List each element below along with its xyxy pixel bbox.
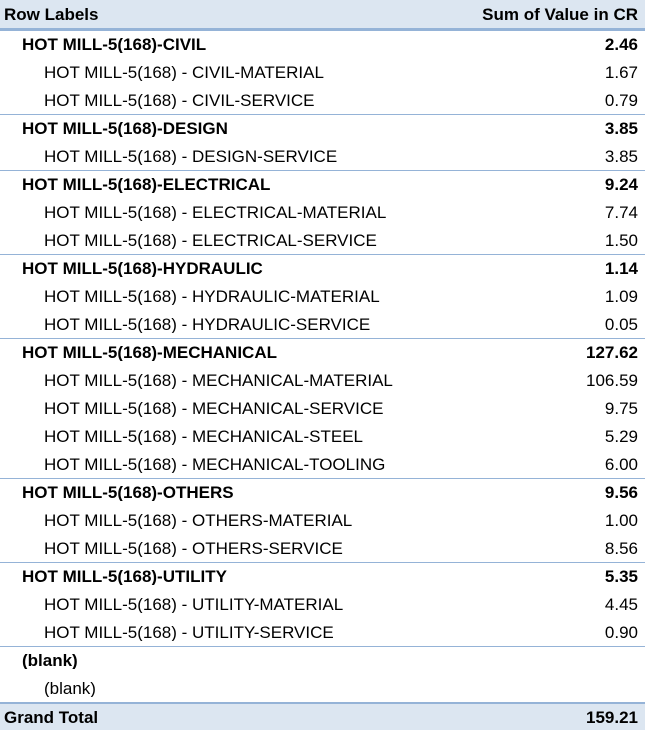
group-label: HOT MILL-5(168)-CIVIL xyxy=(22,36,207,53)
item-value: 0.90 xyxy=(604,622,638,642)
item-label: HOT MILL-5(168) - MECHANICAL-SERVICE xyxy=(44,399,384,417)
item-label: HOT MILL-5(168) - OTHERS-SERVICE xyxy=(44,539,343,557)
item-value: 4.45 xyxy=(604,594,638,614)
item-label: HOT MILL-5(168) - ELECTRICAL-MATERIAL xyxy=(44,203,387,221)
item-label: HOT MILL-5(168) - MECHANICAL-MATERIAL xyxy=(44,371,393,389)
item-label: HOT MILL-5(168) - CIVIL-SERVICE xyxy=(44,91,315,109)
item-row[interactable]: (blank) xyxy=(0,674,645,702)
item-label: HOT MILL-5(168) - HYDRAULIC-SERVICE xyxy=(44,315,371,333)
item-row[interactable]: HOT MILL-5(168) - UTILITY-MATERIAL 4.45 xyxy=(0,590,645,618)
group-value: 3.85 xyxy=(604,119,638,138)
item-value: 3.85 xyxy=(604,146,638,166)
item-value: 7.74 xyxy=(604,202,638,222)
item-label: (blank) xyxy=(44,679,96,697)
group-label: HOT MILL-5(168)-MECHANICAL xyxy=(22,344,277,361)
item-value: 5.29 xyxy=(604,426,638,446)
group-row[interactable]: HOT MILL-5(168)-ELECTRICAL 9.24 xyxy=(0,170,645,198)
item-label: HOT MILL-5(168) - MECHANICAL-STEEL xyxy=(44,427,363,445)
group-row[interactable]: HOT MILL-5(168)-CIVIL 2.46 xyxy=(0,30,645,58)
item-label: HOT MILL-5(168) - OTHERS-MATERIAL xyxy=(44,511,353,529)
grand-total-label: Grand Total xyxy=(4,708,99,726)
item-value: 0.05 xyxy=(604,314,638,334)
item-label: HOT MILL-5(168) - HYDRAULIC-MATERIAL xyxy=(44,287,380,305)
group-value: 1.14 xyxy=(604,259,638,278)
item-label: HOT MILL-5(168) - ELECTRICAL-SERVICE xyxy=(44,231,377,249)
item-value: 1.50 xyxy=(604,230,638,250)
item-row[interactable]: HOT MILL-5(168) - MECHANICAL-SERVICE 9.75 xyxy=(0,394,645,422)
item-row[interactable]: HOT MILL-5(168) - ELECTRICAL-SERVICE 1.50 xyxy=(0,226,645,254)
group-value: 2.46 xyxy=(604,35,638,54)
item-row[interactable]: HOT MILL-5(168) - HYDRAULIC-MATERIAL 1.09 xyxy=(0,282,645,310)
item-label: HOT MILL-5(168) - UTILITY-MATERIAL xyxy=(44,595,344,613)
pivot-body: HOT MILL-5(168)-CIVIL 2.46 HOT MILL-5(168)… xyxy=(0,30,645,702)
item-value: 6.00 xyxy=(604,454,638,474)
item-label: HOT MILL-5(168) - UTILITY-SERVICE xyxy=(44,623,334,641)
item-value: 8.56 xyxy=(604,538,638,558)
group-value: 9.56 xyxy=(604,483,638,502)
item-value: 1.00 xyxy=(604,510,638,530)
item-value: 9.75 xyxy=(604,398,638,418)
item-value: 1.67 xyxy=(604,62,638,82)
item-row[interactable]: HOT MILL-5(168) - OTHERS-MATERIAL 1.00 xyxy=(0,506,645,534)
group-value: 127.62 xyxy=(586,343,638,362)
item-value: 106.59 xyxy=(586,370,638,390)
group-row[interactable]: HOT MILL-5(168)-HYDRAULIC 1.14 xyxy=(0,254,645,282)
group-value: 5.35 xyxy=(604,567,638,586)
group-label: HOT MILL-5(168)-UTILITY xyxy=(22,568,227,585)
row-labels-header[interactable]: Row Labels xyxy=(4,5,99,23)
group-row[interactable]: HOT MILL-5(168)-DESIGN 3.85 xyxy=(0,114,645,142)
group-label: (blank) xyxy=(22,652,78,669)
group-label: HOT MILL-5(168)-OTHERS xyxy=(22,484,234,501)
item-row[interactable]: HOT MILL-5(168) - OTHERS-SERVICE 8.56 xyxy=(0,534,645,562)
grand-total-row: Grand Total 159.21 xyxy=(0,702,645,730)
pivot-header-row: Row Labels Sum of Value in CR xyxy=(0,0,645,30)
sum-of-value-header[interactable]: Sum of Value in CR xyxy=(482,4,638,24)
group-value: 9.24 xyxy=(604,175,638,194)
item-row[interactable]: HOT MILL-5(168) - UTILITY-SERVICE 0.90 xyxy=(0,618,645,646)
item-value: 1.09 xyxy=(604,286,638,306)
item-row[interactable]: HOT MILL-5(168) - ELECTRICAL-MATERIAL 7.7… xyxy=(0,198,645,226)
item-row[interactable]: HOT MILL-5(168) - MECHANICAL-TOOLING 6.00 xyxy=(0,450,645,478)
group-label: HOT MILL-5(168)-ELECTRICAL xyxy=(22,176,271,193)
group-row[interactable]: (blank) xyxy=(0,646,645,674)
item-row[interactable]: HOT MILL-5(168) - CIVIL-MATERIAL 1.67 xyxy=(0,58,645,86)
group-row[interactable]: HOT MILL-5(168)-UTILITY 5.35 xyxy=(0,562,645,590)
item-row[interactable]: HOT MILL-5(168) - HYDRAULIC-SERVICE 0.05 xyxy=(0,310,645,338)
group-row[interactable]: HOT MILL-5(168)-OTHERS 9.56 xyxy=(0,478,645,506)
item-row[interactable]: HOT MILL-5(168) - MECHANICAL-STEEL 5.29 xyxy=(0,422,645,450)
group-label: HOT MILL-5(168)-HYDRAULIC xyxy=(22,260,263,277)
item-row[interactable]: HOT MILL-5(168) - CIVIL-SERVICE 0.79 xyxy=(0,86,645,114)
item-label: HOT MILL-5(168) - CIVIL-MATERIAL xyxy=(44,63,324,81)
group-row[interactable]: HOT MILL-5(168)-MECHANICAL 127.62 xyxy=(0,338,645,366)
group-label: HOT MILL-5(168)-DESIGN xyxy=(22,120,228,137)
item-row[interactable]: HOT MILL-5(168) - DESIGN-SERVICE 3.85 xyxy=(0,142,645,170)
item-value: 0.79 xyxy=(604,90,638,110)
grand-total-value: 159.21 xyxy=(586,707,638,727)
item-label: HOT MILL-5(168) - DESIGN-SERVICE xyxy=(44,147,338,165)
item-label: HOT MILL-5(168) - MECHANICAL-TOOLING xyxy=(44,455,386,473)
item-row[interactable]: HOT MILL-5(168) - MECHANICAL-MATERIAL 106… xyxy=(0,366,645,394)
